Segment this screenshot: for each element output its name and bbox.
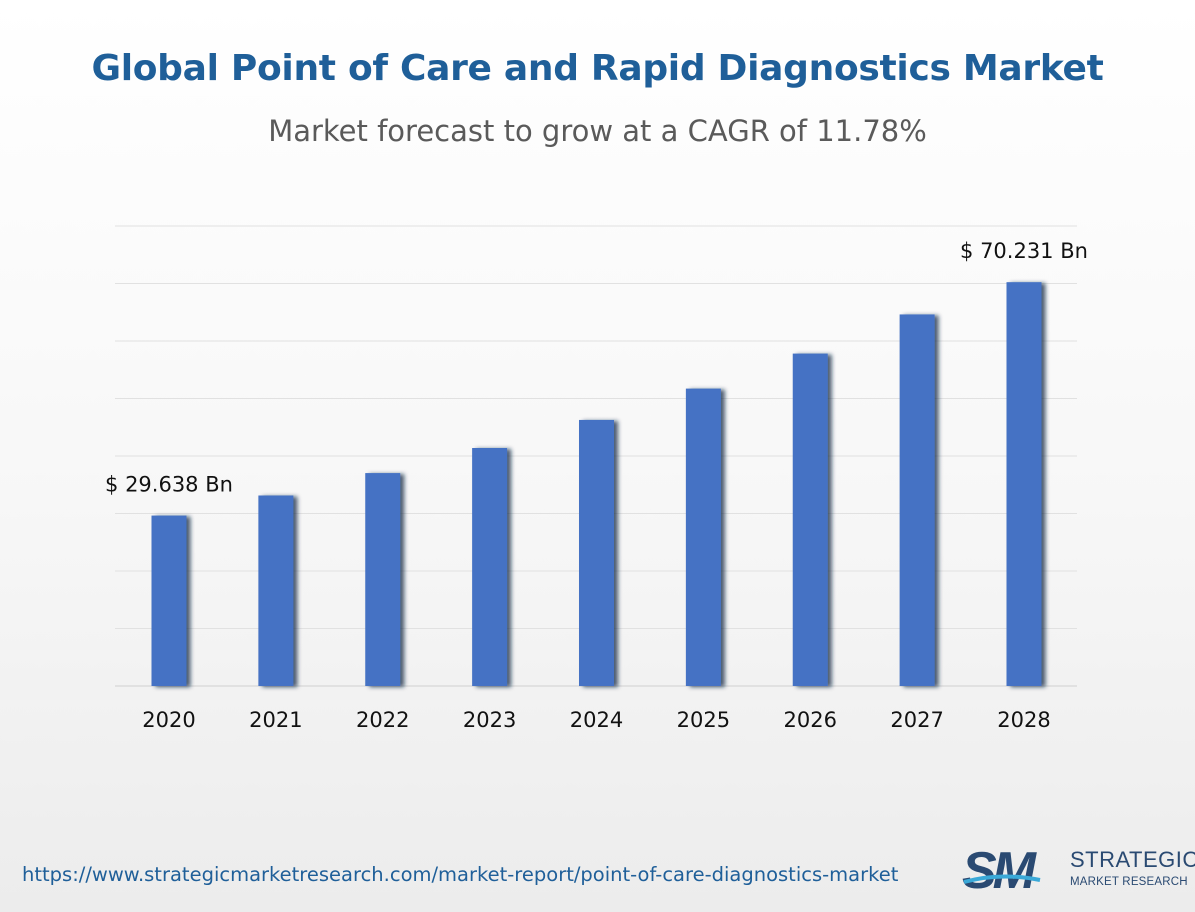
data-labels: $ 29.638 Bn $ 70.231 Bn (105, 239, 1088, 496)
logo-text-market-research: MARKET RESEARCH (1070, 876, 1188, 888)
bar-2025 (685, 388, 721, 686)
x-tick-label: 2025 (677, 708, 730, 732)
bar-2026 (792, 353, 828, 686)
svg-text:SM: SM (962, 842, 1038, 898)
bar-chart: $ 29.638 Bn$ 70.231 Bn 2020 2021 2022 2023 2… (105, 225, 1088, 732)
bar-2022 (365, 473, 401, 686)
chart-title: Global Point of Care and Rapid Diagnosti… (91, 48, 1104, 89)
x-axis-ticks: 2020 2021 2022 2023 2024 2025 2026 2027 2028 (142, 708, 1050, 732)
x-tick-label: 2020 (142, 708, 195, 732)
x-tick-label: 2026 (784, 708, 837, 732)
bar-2020 (151, 515, 187, 686)
bars (151, 282, 1042, 686)
logo-text-strategic: STRATEGIC (1070, 847, 1195, 872)
source-url[interactable]: https://www.strategicmarketresearch.com/… (22, 863, 899, 886)
bar-2024 (579, 419, 614, 686)
company-logo: SM STRATEGIC MARKET RESEARCH (960, 842, 1195, 898)
x-tick-label: 2027 (890, 708, 943, 732)
bar-2023 (472, 448, 508, 686)
bar-2021 (258, 495, 294, 686)
sm-logo-mark: SM (962, 842, 1042, 898)
chart-subtitle: Market forecast to grow at a CAGR of 11.… (268, 114, 927, 148)
data-label-2028: $ 70.231 Bn (960, 239, 1088, 263)
bar-2027 (899, 314, 935, 686)
x-tick-label: 2028 (997, 708, 1050, 732)
x-tick-label: 2022 (356, 708, 409, 732)
x-tick-label: 2021 (249, 708, 302, 732)
x-tick-label: 2024 (570, 708, 623, 732)
bar-2028 (1006, 282, 1042, 686)
x-tick-label: 2023 (463, 708, 516, 732)
data-label-2020: $ 29.638 Bn (105, 473, 233, 497)
